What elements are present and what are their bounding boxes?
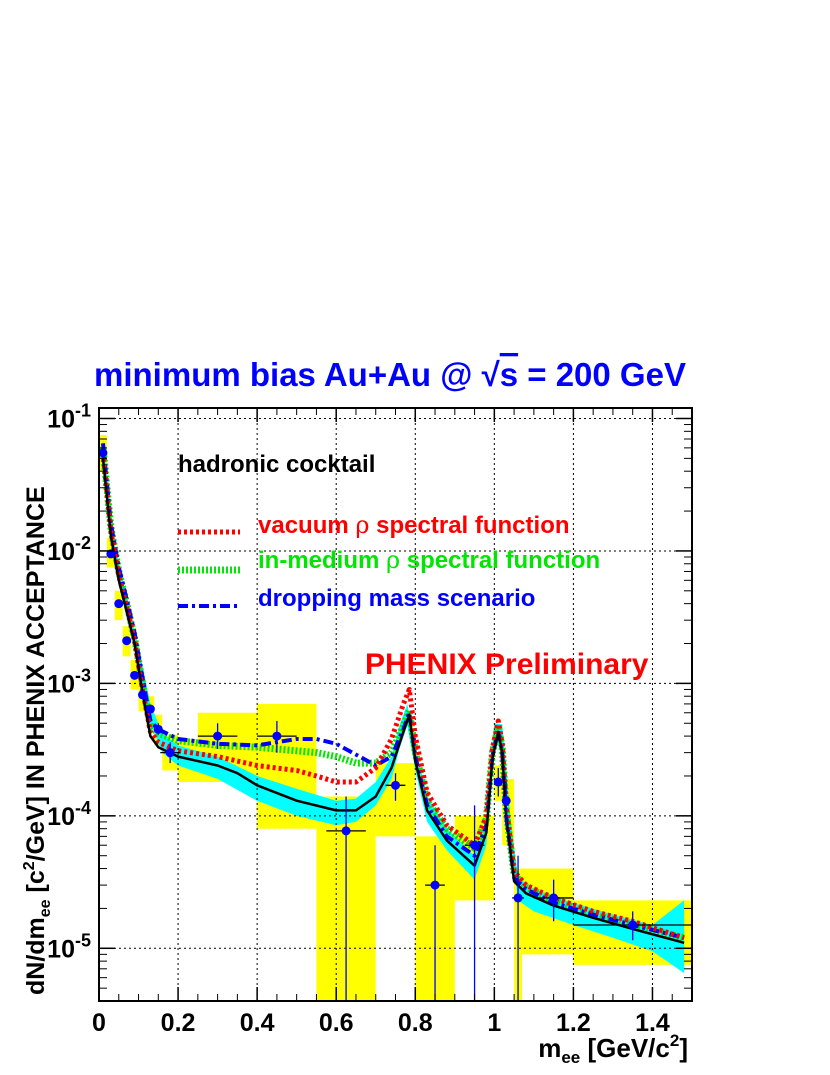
data-point-9-marker (213, 731, 223, 741)
legend-cocktail-label: hadronic cocktail (178, 451, 375, 478)
data-point-15-marker (493, 777, 503, 787)
data-point-7 (153, 723, 163, 735)
data-point-11-marker (341, 826, 351, 836)
data-point-3-marker (122, 636, 132, 646)
data-point-0-marker (98, 448, 108, 458)
y-tick-label-4: 10-5 (47, 930, 91, 963)
data-point-13 (425, 845, 445, 1001)
data-point-14-marker (470, 840, 480, 850)
data-point-12-marker (391, 780, 400, 790)
data-point-5-marker (137, 690, 147, 700)
chart-title: minimum bias Au+Au @ √s = 200 GeV (94, 356, 686, 393)
x-tick-label-3: 0.6 (319, 1009, 354, 1037)
legend-label-dropping: dropping mass scenario (258, 585, 535, 612)
data-point-16-marker (501, 796, 511, 806)
x-tick-label-4: 0.8 (398, 1009, 433, 1037)
data-point-6 (145, 704, 155, 714)
x-tick-label-5: 1 (487, 1009, 501, 1037)
curve-in-medium (99, 447, 685, 942)
data-point-10 (257, 721, 297, 753)
data-point-16 (501, 782, 511, 829)
data-point-9 (197, 723, 238, 749)
data-point-5 (137, 690, 147, 700)
data-point-8 (160, 742, 181, 764)
grid-lines (99, 408, 692, 1001)
data-point-18-marker (549, 893, 559, 903)
data-point-0 (98, 447, 108, 459)
data-point-17 (512, 855, 524, 1001)
y-tick-label-0: 10-1 (47, 400, 91, 433)
x-tick-label-7: 1.4 (635, 1009, 670, 1037)
legend: hadronic cocktail vacuum ρ spectral func… (178, 451, 600, 612)
x-tick-label-0: 0 (92, 1009, 106, 1037)
x-tick-label-1: 0.2 (161, 1009, 196, 1037)
data-point-18 (533, 879, 574, 922)
legend-label-in-medium: in-medium ρ spectral function (258, 546, 600, 574)
x-axis-label: mee [GeV/c2] (538, 1031, 688, 1067)
data-point-3 (122, 636, 132, 646)
preliminary-annotation: PHENIX Preliminary (365, 648, 649, 681)
data-point-17-marker (513, 893, 523, 903)
y-tick-label-1: 10-2 (47, 533, 91, 566)
data-point-11 (326, 796, 366, 1001)
data-point-12 (385, 773, 406, 801)
data-point-10-marker (272, 731, 282, 741)
x-tick-label-2: 0.4 (240, 1009, 275, 1037)
data-point-19 (573, 911, 692, 941)
data-point-19-marker (628, 920, 638, 930)
x-tick-label-6: 1.2 (556, 1009, 591, 1037)
data-point-7-marker (153, 724, 163, 734)
data-point-15 (493, 767, 503, 797)
data-point-2 (114, 599, 124, 609)
y-tick-label-2: 10-3 (47, 665, 91, 698)
data-point-2-marker (114, 599, 124, 609)
data-point-4 (130, 670, 140, 680)
data-point-4-marker (130, 670, 140, 680)
y-tick-label-3: 10-4 (47, 798, 91, 831)
curve-cocktail (101, 458, 685, 945)
data-point-13-marker (430, 880, 440, 890)
legend-label-vacuum: vacuum ρ spectral function (258, 511, 570, 539)
data-point-8-marker (165, 748, 175, 758)
data-point-6-marker (145, 704, 155, 714)
data-point-14 (464, 805, 485, 1001)
axes: 0 0.2 0.4 0.6 0.8 1 1.2 1.4 10-1 10-2 10-3 10-4 10-5 (47, 400, 693, 1037)
y-axis-label: dN/dmee [c2/GeV] IN PHENIX ACCEPTANCE (21, 486, 54, 995)
